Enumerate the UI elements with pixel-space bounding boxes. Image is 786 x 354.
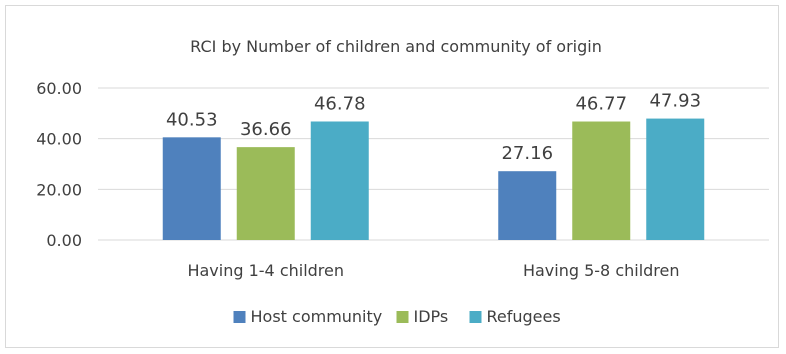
data-label: 47.93 <box>649 91 701 112</box>
bar-idps <box>236 147 295 240</box>
bars <box>162 118 705 240</box>
legend-label: Refugees <box>487 307 561 326</box>
legend-swatch <box>469 311 482 323</box>
data-label: 36.66 <box>240 119 292 140</box>
data-label: 46.77 <box>575 94 627 115</box>
y-tick-label: 20.00 <box>36 180 82 199</box>
data-label: 46.78 <box>314 93 366 114</box>
bar-host-community <box>498 171 557 240</box>
data-label: 40.53 <box>166 109 218 130</box>
x-category-label: Having 5-8 children <box>523 261 680 280</box>
x-category-label: Having 1-4 children <box>187 261 344 280</box>
bar-host-community <box>162 137 221 240</box>
legend-swatch <box>233 311 246 323</box>
data-label: 27.16 <box>501 143 553 164</box>
x-axis-categories: Having 1-4 children Having 5-8 children <box>187 261 679 280</box>
legend: Host community IDPs Refugees <box>233 307 561 326</box>
data-labels: 40.53 36.66 46.78 27.16 46.77 47.93 <box>166 91 701 165</box>
bar-idps <box>572 121 631 240</box>
legend-label: IDPs <box>414 307 449 326</box>
bar-refugees <box>646 118 705 240</box>
y-tick-label: 40.00 <box>36 130 82 149</box>
y-tick-label: 0.00 <box>46 231 82 250</box>
legend-label: Host community <box>251 307 383 326</box>
y-tick-label: 60.00 <box>36 79 82 98</box>
legend-swatch <box>396 311 409 323</box>
y-axis-ticks: 0.00 20.00 40.00 60.00 <box>36 79 82 250</box>
bar-refugees <box>310 121 369 240</box>
chart-title: RCI by Number of children and community … <box>190 37 602 56</box>
